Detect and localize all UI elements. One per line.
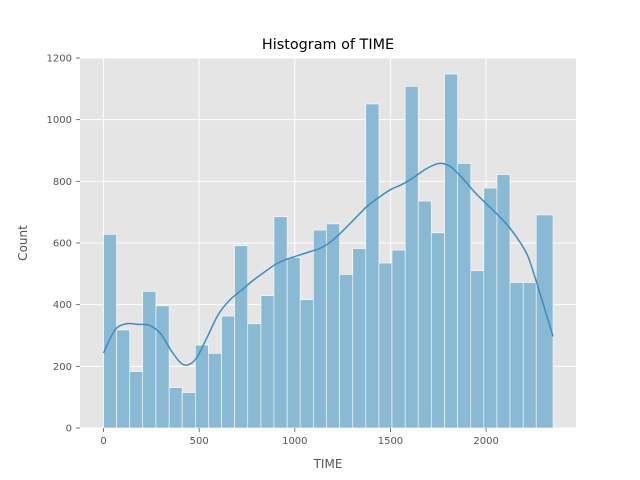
histogram-bar — [142, 291, 157, 429]
x-axis-label: TIME — [313, 457, 343, 471]
x-tick-label: 1500 — [378, 436, 403, 447]
histogram-bar — [221, 315, 235, 429]
histogram-bar — [365, 103, 380, 429]
histogram-bar — [299, 299, 314, 429]
y-tick-label: 0 — [66, 424, 72, 435]
x-tick-label: 2000 — [473, 436, 498, 447]
x-axis-ticks: 0 500 1000 1500 2000 — [100, 428, 499, 447]
histogram-bar — [509, 282, 524, 429]
histogram-bar — [129, 371, 144, 429]
histogram-bar — [339, 274, 354, 429]
histogram-bar — [496, 174, 511, 429]
histogram-bar — [457, 163, 472, 429]
histogram-bar — [260, 295, 275, 429]
histogram-bar — [326, 223, 340, 429]
histogram-bar — [116, 329, 131, 429]
y-tick-label: 200 — [53, 362, 72, 373]
histogram-bar — [404, 86, 419, 429]
histogram-bar — [470, 270, 485, 429]
histogram-bar — [273, 216, 288, 429]
histogram-bar — [168, 387, 183, 429]
histogram-bars — [103, 73, 554, 429]
y-tick-label: 600 — [53, 239, 72, 250]
histogram-bar — [522, 282, 537, 429]
histogram-bar — [208, 353, 222, 429]
histogram-bar — [378, 262, 393, 429]
x-tick-label: 500 — [190, 436, 209, 447]
histogram-bar — [181, 392, 196, 429]
histogram-bar — [431, 232, 445, 429]
gridlines — [80, 57, 576, 429]
histogram-bar — [444, 73, 458, 429]
x-tick-label: 0 — [100, 436, 106, 447]
y-tick-label: 400 — [53, 300, 72, 311]
histogram-bar — [535, 214, 554, 429]
histogram-bar — [155, 305, 170, 429]
chart-title: Histogram of TIME — [262, 37, 394, 53]
kde-curve — [102, 162, 554, 366]
y-tick-label: 800 — [53, 177, 72, 188]
histogram-bar — [391, 249, 406, 429]
histogram-bar — [247, 323, 262, 429]
histogram-bar — [483, 187, 498, 429]
histogram-bar — [286, 257, 301, 429]
y-tick-label: 1200 — [47, 54, 72, 65]
y-axis-label: Count — [16, 225, 30, 261]
histogram-bar — [313, 229, 327, 429]
x-tick-label: 1000 — [282, 436, 307, 447]
histogram-bar — [352, 248, 367, 429]
histogram-bar — [417, 200, 432, 429]
y-tick-label: 1000 — [47, 115, 72, 126]
y-axis-ticks: 0 200 400 600 800 1000 1200 — [47, 54, 80, 435]
histogram-bar — [234, 245, 249, 429]
